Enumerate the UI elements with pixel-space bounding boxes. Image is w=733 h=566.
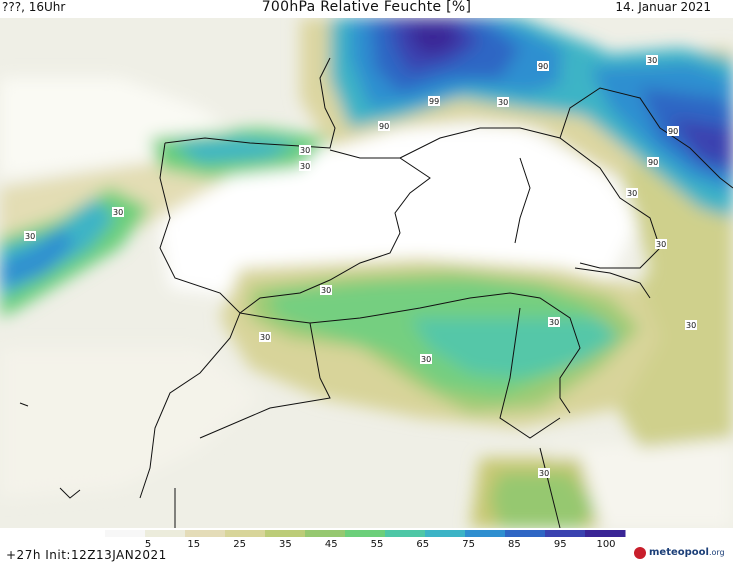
humidity-field bbox=[0, 18, 733, 528]
svg-text:90: 90 bbox=[538, 62, 548, 71]
init-time-label: +27h Init:12Z13JAN2021 bbox=[6, 548, 167, 562]
meteopool-logo-icon bbox=[634, 547, 646, 559]
colorbar-tick-label: 95 bbox=[554, 539, 567, 548]
brand-name: meteopool.org bbox=[649, 547, 725, 558]
svg-text:30: 30 bbox=[656, 240, 666, 249]
colorbar-tick-label: 65 bbox=[416, 539, 429, 548]
header: ???, 16Uhr 700hPa Relative Feuchte [%] 1… bbox=[0, 0, 733, 18]
colorbar-cell bbox=[585, 530, 626, 537]
contour-label: 90 bbox=[378, 121, 390, 131]
contour-label: 30 bbox=[497, 97, 509, 107]
coastlines bbox=[19, 57, 733, 528]
colorbar-cell bbox=[425, 530, 466, 537]
contour-label: 30 bbox=[299, 145, 311, 155]
colorbar-tick-label: 100 bbox=[596, 539, 615, 548]
contour-label: 30 bbox=[259, 332, 271, 342]
contour-label: 30 bbox=[112, 207, 124, 217]
contour-label: 30 bbox=[320, 285, 332, 295]
contour-labels: 30 30 30 30 30 30 30 30 30 30 30 30 30 3… bbox=[24, 55, 697, 478]
colorbar-cell bbox=[465, 530, 506, 537]
colorbar-cell bbox=[145, 530, 186, 537]
svg-text:30: 30 bbox=[260, 333, 270, 342]
contour-label: 30 bbox=[685, 320, 697, 330]
map-area: 30 30 30 30 30 30 30 30 30 30 30 30 30 3… bbox=[0, 18, 733, 528]
colorbar-cell bbox=[185, 530, 226, 537]
colorbar-ticks: 5 15 25 35 45 55 65 75 85 95 100 bbox=[145, 539, 616, 548]
svg-text:30: 30 bbox=[498, 98, 508, 107]
svg-text:30: 30 bbox=[421, 355, 431, 364]
svg-text:30: 30 bbox=[539, 469, 549, 478]
svg-text:30: 30 bbox=[113, 208, 123, 217]
brand-suffix: .org bbox=[708, 548, 725, 557]
colorbar-cell bbox=[505, 530, 546, 537]
date-label: 14. Januar 2021 bbox=[615, 0, 711, 14]
colorbar: 5 15 25 35 45 55 65 75 85 95 100 bbox=[105, 530, 626, 548]
colorbar-cell bbox=[305, 530, 346, 537]
brand-text: meteopool bbox=[649, 547, 709, 558]
colorbar-cell bbox=[105, 530, 146, 537]
svg-text:99: 99 bbox=[429, 97, 439, 106]
contour-label: 30 bbox=[655, 239, 667, 249]
contour-label: 90 bbox=[647, 157, 659, 167]
contour-label: 30 bbox=[24, 231, 36, 241]
contour-label: 90 bbox=[537, 61, 549, 71]
colorbar-tick-label: 75 bbox=[462, 539, 475, 548]
colorbar-tick-label: 35 bbox=[279, 539, 292, 548]
contour-label: 30 bbox=[548, 317, 560, 327]
contour-label: 30 bbox=[299, 161, 311, 171]
colorbar-cell bbox=[545, 530, 586, 537]
footer: 5 15 25 35 45 55 65 75 85 95 100 +27h Init:12Z13JA… bbox=[0, 528, 733, 566]
svg-text:90: 90 bbox=[668, 127, 678, 136]
colorbar-cell bbox=[385, 530, 426, 537]
svg-text:30: 30 bbox=[300, 162, 310, 171]
contour-label: 30 bbox=[538, 468, 550, 478]
svg-text:30: 30 bbox=[627, 189, 637, 198]
svg-text:30: 30 bbox=[321, 286, 331, 295]
colorbar-cell bbox=[225, 530, 266, 537]
colorbar-tick-label: 45 bbox=[325, 539, 338, 548]
colorbar-tick-label: 15 bbox=[187, 539, 200, 548]
contour-label: 30 bbox=[646, 55, 658, 65]
valid-time-label: ???, 16Uhr bbox=[2, 0, 66, 14]
colorbar-tick-label: 25 bbox=[233, 539, 246, 548]
humidity-map: 30 30 30 30 30 30 30 30 30 30 30 30 30 3… bbox=[0, 18, 733, 528]
colorbar-tick-label: 85 bbox=[508, 539, 521, 548]
colorbar-cell bbox=[345, 530, 386, 537]
colorbar-tick-label: 55 bbox=[371, 539, 384, 548]
colorbar-cells bbox=[105, 530, 626, 537]
svg-text:30: 30 bbox=[686, 321, 696, 330]
map-title: 700hPa Relative Feuchte [%] bbox=[261, 0, 472, 15]
colorbar-cell bbox=[265, 530, 306, 537]
contour-label: 90 bbox=[667, 126, 679, 136]
svg-text:30: 30 bbox=[647, 56, 657, 65]
svg-text:30: 30 bbox=[300, 146, 310, 155]
contour-label: 30 bbox=[626, 188, 638, 198]
svg-text:30: 30 bbox=[25, 232, 35, 241]
contour-label: 99 bbox=[428, 96, 440, 106]
svg-text:90: 90 bbox=[648, 158, 658, 167]
svg-text:90: 90 bbox=[379, 122, 389, 131]
svg-text:30: 30 bbox=[549, 318, 559, 327]
contour-label: 30 bbox=[420, 354, 432, 364]
colorbar-tick-label: 5 bbox=[145, 539, 151, 548]
